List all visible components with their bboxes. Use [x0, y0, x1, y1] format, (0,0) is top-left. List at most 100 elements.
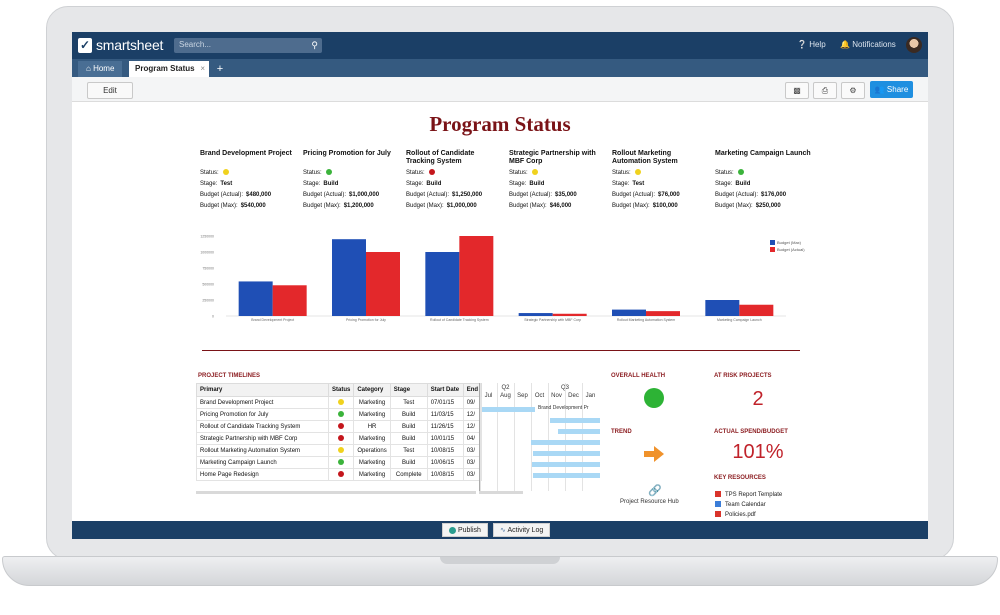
- activity-log-button[interactable]: ∿ Activity Log: [493, 523, 551, 537]
- overall-health-indicator: [644, 388, 664, 408]
- print-button[interactable]: ⎙: [813, 82, 837, 99]
- cell-stage[interactable]: Build: [389, 456, 428, 469]
- screen: ✓ smartsheet Search... ⚲ ❔ Help 🔔 Notifi…: [72, 32, 928, 539]
- y-tick-label: 750000: [202, 267, 214, 271]
- legend-label: Budget (Max): [777, 240, 802, 245]
- gantt-bar[interactable]: [533, 451, 600, 456]
- add-tab-button[interactable]: +: [216, 63, 224, 75]
- gantt-bar[interactable]: [531, 440, 600, 445]
- column-header[interactable]: End: [462, 383, 483, 397]
- column-header[interactable]: Start Date: [426, 383, 464, 397]
- table-row[interactable]: Home Page Redesign Marketing Complete 10/08…: [196, 468, 483, 481]
- cell-status[interactable]: [327, 408, 355, 421]
- close-icon[interactable]: ×: [200, 64, 205, 73]
- gantt-month-label: Jul: [484, 393, 493, 399]
- gantt-bar[interactable]: [558, 429, 600, 434]
- gantt-horizontal-scrollbar[interactable]: [479, 491, 523, 494]
- cell-stage[interactable]: Build: [389, 420, 428, 433]
- cell-category[interactable]: Marketing: [353, 432, 391, 445]
- share-button[interactable]: 👥 Share: [870, 81, 913, 98]
- status-indicator: [338, 435, 345, 442]
- tab-home[interactable]: ⌂ Home: [78, 61, 123, 77]
- cell-stage[interactable]: Build: [389, 432, 428, 445]
- tab-program-status[interactable]: Program Status ×: [129, 61, 209, 77]
- cell-start-date[interactable]: 10/01/15: [426, 432, 464, 445]
- publish-button[interactable]: Publish: [442, 523, 488, 537]
- cell-start-date[interactable]: 10/08/15: [426, 468, 464, 481]
- cell-stage[interactable]: Build: [389, 408, 428, 421]
- edit-button[interactable]: Edit: [87, 82, 133, 99]
- cell-category[interactable]: Marketing: [353, 408, 391, 421]
- cell-primary[interactable]: Rollout Marketing Automation System: [196, 444, 329, 457]
- table-row[interactable]: Rollout Marketing Automation System Opera…: [196, 444, 483, 457]
- cell-primary[interactable]: Home Page Redesign: [196, 468, 329, 481]
- stage-label: Stage:: [200, 181, 218, 187]
- activity-log-label: Activity Log: [507, 527, 544, 534]
- cell-start-date[interactable]: 10/06/15: [426, 456, 464, 469]
- settings-button[interactable]: ⚙: [841, 82, 865, 99]
- cell-start-date[interactable]: 11/03/15: [426, 408, 464, 421]
- key-resource-link[interactable]: Team Calendar: [715, 501, 766, 510]
- gantt-bar[interactable]: [533, 473, 600, 478]
- bar-budget-max: [332, 239, 366, 316]
- cell-end-date[interactable]: 03/: [462, 468, 483, 481]
- grid-horizontal-scrollbar[interactable]: [196, 491, 476, 494]
- cell-status[interactable]: [327, 432, 355, 445]
- cell-primary[interactable]: Marketing Campaign Launch: [196, 456, 329, 469]
- key-resource-link[interactable]: TPS Report Template: [715, 491, 782, 500]
- table-row[interactable]: Pricing Promotion for July Marketing Build…: [196, 408, 483, 421]
- stage-label: Stage:: [612, 181, 630, 187]
- bar-budget-actual: [552, 313, 587, 316]
- y-tick-label: 250000: [202, 299, 214, 303]
- cell-stage[interactable]: Test: [389, 396, 428, 409]
- search-icon[interactable]: ⚲: [311, 40, 318, 50]
- search-input[interactable]: Search... ⚲: [174, 38, 322, 53]
- cell-start-date[interactable]: 10/08/15: [426, 444, 464, 457]
- cell-status[interactable]: [327, 456, 355, 469]
- file-icon: [715, 501, 721, 508]
- project-budget-actual-row: Budget (Actual): $1,000,000: [303, 190, 401, 201]
- project-resource-hub-link[interactable]: Project Resource Hub: [620, 499, 679, 505]
- cell-primary[interactable]: Strategic Partnership with MBF Corp: [196, 432, 329, 445]
- cell-primary[interactable]: Brand Development Project: [196, 396, 329, 409]
- cell-start-date[interactable]: 07/01/15: [426, 396, 464, 409]
- project-name: Rollout Marketing Automation System: [612, 150, 678, 165]
- column-header[interactable]: Category: [353, 383, 391, 397]
- project-stage-row: Stage: Build: [406, 179, 504, 190]
- table-row[interactable]: Brand Development Project Marketing Test 07…: [196, 396, 483, 409]
- cell-start-date[interactable]: 11/26/15: [426, 420, 464, 433]
- column-header[interactable]: Primary: [196, 383, 329, 397]
- help-link[interactable]: ❔ Help: [797, 40, 826, 49]
- cell-stage[interactable]: Complete: [389, 468, 428, 481]
- cell-primary[interactable]: Pricing Promotion for July: [196, 408, 329, 421]
- cell-category[interactable]: Operations: [353, 444, 391, 457]
- status-indicator: [531, 169, 538, 176]
- cell-status[interactable]: [327, 396, 355, 409]
- cell-primary[interactable]: Rollout of Candidate Tracking System: [196, 420, 329, 433]
- gantt-bar[interactable]: [482, 407, 535, 412]
- link-icon[interactable]: 🔗: [648, 485, 662, 497]
- project-budget-max-row: Budget (Max): $1,200,000: [303, 201, 401, 212]
- cell-category[interactable]: Marketing: [353, 396, 391, 409]
- table-row[interactable]: Strategic Partnership with MBF Corp Marke…: [196, 432, 483, 445]
- column-header[interactable]: Status: [327, 383, 355, 397]
- cell-category[interactable]: HR: [353, 420, 391, 433]
- project-stage-row: Stage: Build: [303, 179, 401, 190]
- cell-category[interactable]: Marketing: [353, 456, 391, 469]
- key-resource-link[interactable]: Policies.pdf: [715, 511, 756, 520]
- present-button[interactable]: ▩: [785, 82, 809, 99]
- gantt-bar[interactable]: [532, 462, 600, 467]
- cell-category[interactable]: Marketing: [353, 468, 391, 481]
- avatar[interactable]: [906, 37, 922, 53]
- table-row[interactable]: Rollout of Candidate Tracking System HR Bu…: [196, 420, 483, 433]
- cell-status[interactable]: [327, 468, 355, 481]
- table-row[interactable]: Marketing Campaign Launch Marketing Build 1…: [196, 456, 483, 469]
- notifications-link[interactable]: 🔔 Notifications: [840, 40, 896, 49]
- project-status-row: Status:: [200, 168, 298, 179]
- cell-status[interactable]: [327, 420, 355, 433]
- gantt-bar[interactable]: [550, 418, 600, 423]
- column-header[interactable]: Stage: [389, 383, 428, 397]
- smartsheet-logo[interactable]: ✓ smartsheet: [78, 37, 163, 53]
- cell-status[interactable]: [327, 444, 355, 457]
- cell-stage[interactable]: Test: [389, 444, 428, 457]
